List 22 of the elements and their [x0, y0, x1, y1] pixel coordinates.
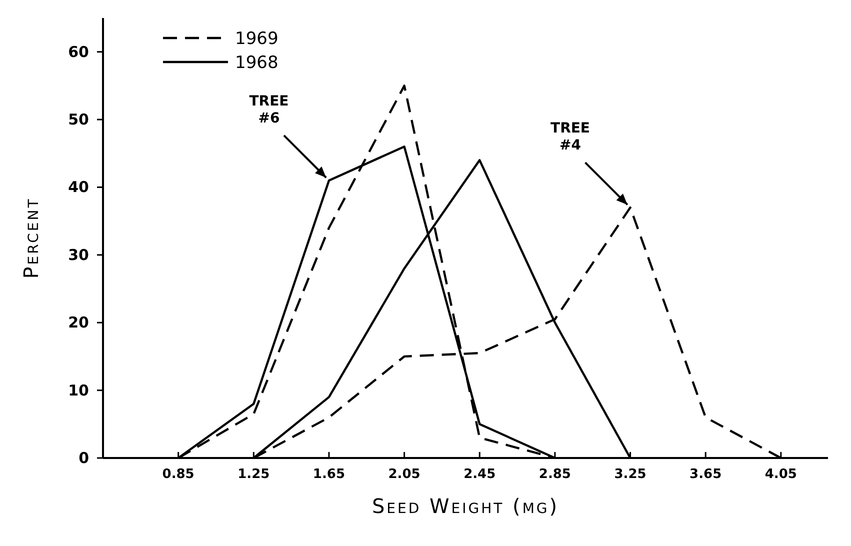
- x-tick-label: 1.65: [312, 467, 346, 482]
- x-tick-label: 1.25: [238, 467, 270, 482]
- x-tick-label: 3.25: [614, 467, 646, 482]
- y-tick-label: 30: [68, 246, 89, 264]
- y-tick-label: 10: [68, 381, 89, 400]
- x-tick-label: 2.05: [388, 467, 420, 482]
- x-tick-label: 4.05: [764, 467, 797, 482]
- y-tick-label: 40: [68, 178, 89, 196]
- x-tick-label: 2.45: [464, 467, 496, 482]
- annotation: TREE #4: [550, 120, 590, 154]
- y-tick-label: 50: [68, 110, 89, 129]
- legend-label: 1969: [235, 29, 278, 49]
- x-axis-title: Seed Weight (mg): [372, 494, 560, 518]
- x-tick-label: 3.65: [690, 467, 722, 482]
- legend-label: 1968: [235, 53, 278, 73]
- x-tick-label: 0.85: [162, 467, 194, 482]
- y-axis-title: Percent: [19, 197, 43, 279]
- annotation: TREE #6: [249, 93, 289, 126]
- y-tick-label: 20: [68, 314, 89, 332]
- x-tick-label: 2.85: [538, 467, 571, 482]
- y-tick-label: 0: [78, 449, 89, 467]
- y-tick-label: 60: [68, 42, 89, 61]
